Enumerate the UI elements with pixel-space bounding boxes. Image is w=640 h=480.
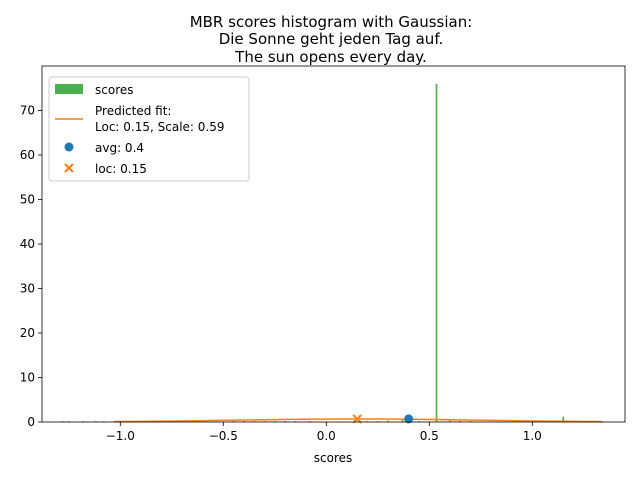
x-axis-ticks: −1.0 −0.5 0.0 0.5 1.0 — [106, 422, 542, 443]
histogram-bar-12 — [308, 421, 311, 422]
histogram-bar-1 — [67, 421, 70, 422]
histogram-bar-7 — [253, 421, 256, 422]
histogram-bar-15 — [387, 420, 389, 422]
y-tick-label-5: 50 — [20, 193, 35, 207]
legend-label-fit-line-2: Loc: 0.15, Scale: 0.59 — [95, 120, 224, 134]
histogram-bar-8 — [263, 421, 266, 422]
histogram-bar-17 — [418, 421, 420, 422]
y-tick-label-1: 10 — [20, 371, 35, 385]
legend-box — [48, 76, 250, 182]
y-tick-label-7: 70 — [20, 104, 35, 118]
legend-label-scores: scores — [95, 83, 134, 97]
histogram-bar-10 — [284, 421, 286, 422]
histogram-bar-6 — [243, 421, 245, 422]
histogram-bar-3 — [94, 421, 97, 422]
y-tick-label-0: 0 — [27, 415, 35, 429]
legend-label-avg: avg: 0.4 — [95, 141, 144, 155]
histogram-bar-21 — [469, 421, 472, 422]
histogram-bars — [61, 83, 565, 423]
histogram-bar-20 — [459, 421, 462, 422]
histogram-bar-13 — [366, 421, 369, 422]
histogram-bar-16 — [401, 419, 404, 422]
histogram-bar-11 — [294, 421, 297, 422]
y-tick-label-2: 20 — [20, 326, 35, 340]
histogram-bar-0 — [61, 421, 64, 422]
legend: scores Predicted fit: Loc: 0.15, Scale: … — [48, 76, 250, 182]
histogram-bar-9 — [273, 421, 276, 422]
x-tick-label-3: 0.5 — [420, 429, 439, 443]
legend-marker-avg — [64, 142, 74, 152]
y-tick-label-4: 40 — [20, 237, 35, 251]
x-tick-label-4: 1.0 — [523, 429, 542, 443]
y-axis-ticks: 0 10 20 30 40 50 60 70 — [20, 104, 42, 429]
legend-label-fit-line-1: Predicted fit: — [95, 104, 171, 118]
histogram-bar-4 — [102, 421, 105, 422]
histogram-bar-2 — [82, 421, 85, 422]
histogram-bar-19 — [449, 420, 451, 422]
histogram-bar-5 — [232, 421, 235, 422]
histogram-bar-14 — [376, 421, 379, 422]
legend-marker-loc — [64, 163, 74, 173]
x-tick-label-1: −0.5 — [209, 429, 238, 443]
avg-marker — [404, 414, 414, 424]
histogram-bar-18 — [435, 83, 438, 423]
x-tick-label-2: 0.0 — [317, 429, 336, 443]
x-axis-label: scores — [314, 451, 353, 465]
y-tick-label-3: 30 — [20, 282, 35, 296]
y-tick-label-6: 60 — [20, 148, 35, 162]
x-tick-label-0: −1.0 — [106, 429, 135, 443]
legend-swatch-scores — [55, 84, 83, 94]
histogram-bar-22 — [562, 416, 565, 422]
chart-title-line-2: Die Sonne geht jeden Tag auf. — [219, 30, 444, 48]
chart-title-line-1: MBR scores histogram with Gaussian: — [190, 13, 473, 31]
legend-label-loc: loc: 0.15 — [95, 162, 147, 176]
chart-title-line-3: The sun opens every day. — [234, 48, 427, 66]
